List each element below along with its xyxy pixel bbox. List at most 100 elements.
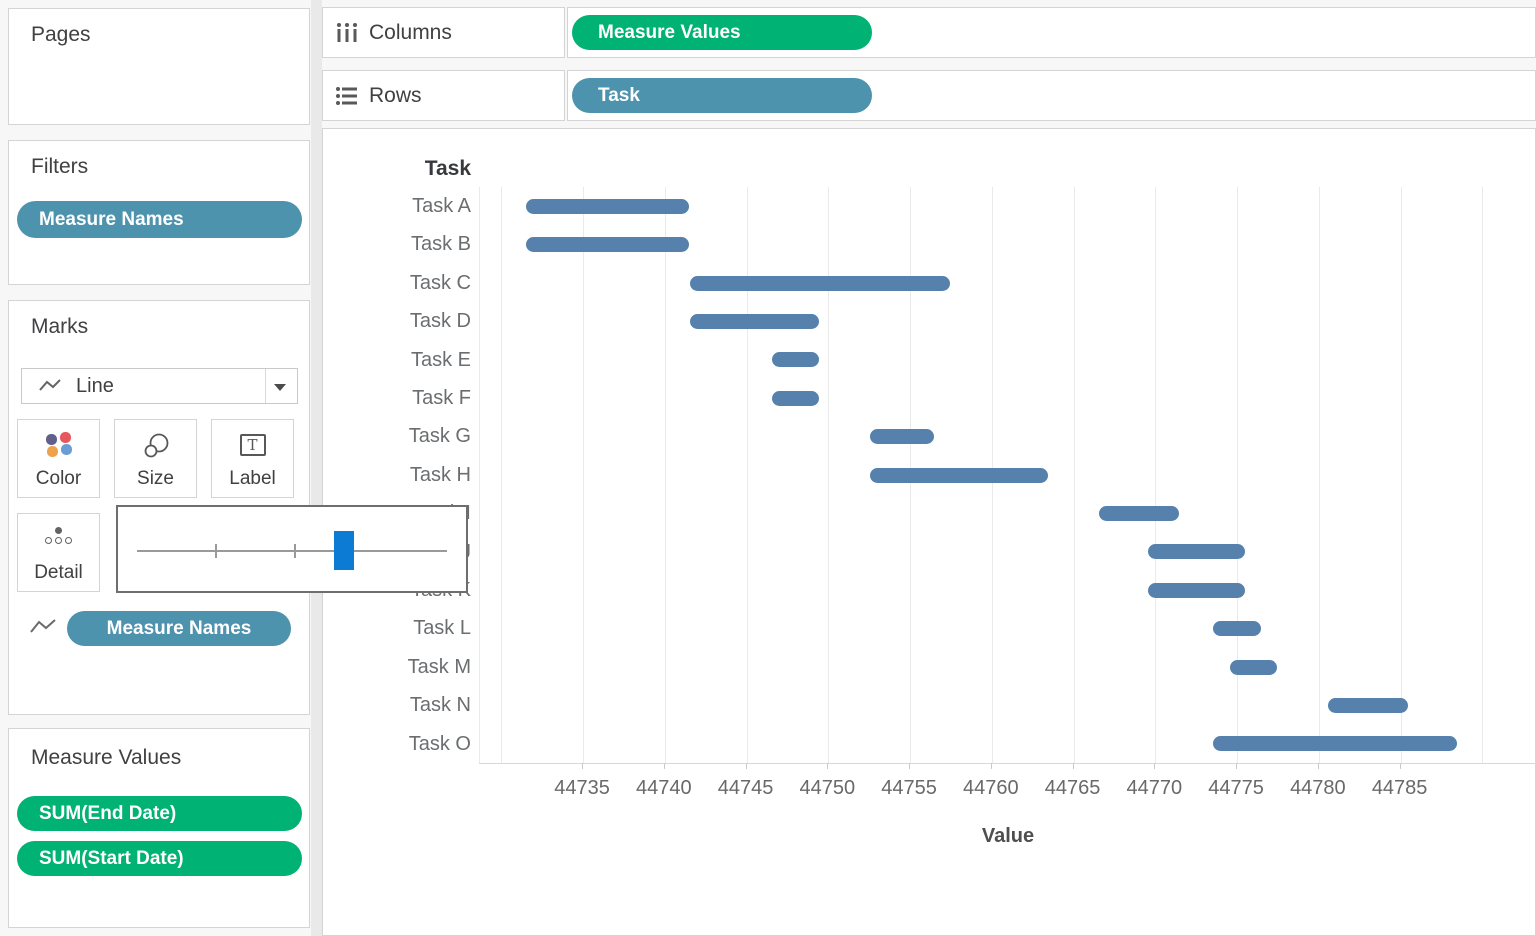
task-label: Task N: [409, 694, 471, 717]
axis-tick-label: 44750: [799, 777, 856, 799]
columns-pill-measure-values[interactable]: Measure Values: [572, 15, 872, 50]
axis-tick: [1236, 763, 1238, 769]
pages-title: Pages: [31, 23, 91, 46]
axis-tick-label: 44770: [1126, 777, 1183, 799]
gridline: [1155, 187, 1157, 763]
pill-sum-end-date[interactable]: SUM(End Date): [17, 796, 302, 831]
x-axis-line: [479, 763, 1536, 764]
gridline: [501, 187, 503, 763]
task-label: Task E: [410, 348, 471, 371]
task-label: Task C: [409, 271, 471, 294]
axis-tick: [1154, 763, 1156, 769]
gantt-bar[interactable]: [1213, 621, 1261, 637]
gantt-bar[interactable]: [526, 198, 689, 214]
gantt-bar[interactable]: [1147, 582, 1245, 598]
gantt-bar[interactable]: [1147, 544, 1245, 560]
size-button[interactable]: Size: [114, 419, 197, 498]
axis-tick-label: 44760: [963, 777, 1019, 799]
task-label: Task O: [408, 732, 471, 755]
gantt-bar[interactable]: [526, 237, 689, 253]
gridline: [828, 187, 830, 763]
task-label: Task A: [412, 195, 471, 217]
gridline: [1318, 187, 1320, 763]
columns-icon: [337, 22, 357, 42]
label-button[interactable]: T Label: [211, 419, 294, 498]
gantt-bar[interactable]: [771, 390, 820, 406]
filter-pill-measure-names[interactable]: Measure Names: [17, 201, 302, 238]
columns-pill-area: Measure Values: [567, 7, 1536, 58]
gantt-bar[interactable]: [1327, 697, 1409, 713]
label-button-label: Label: [229, 468, 276, 489]
mark-type-caret-zone[interactable]: [265, 369, 297, 403]
gridline: [583, 187, 585, 763]
size-slider-popup: [116, 505, 468, 593]
size-button-label: Size: [137, 468, 174, 489]
axis-tick-label: 44735: [554, 777, 610, 799]
axis-tick: [1317, 763, 1319, 769]
rows-pill-area: Task: [567, 70, 1536, 121]
gridline: [664, 187, 666, 763]
axis-tick: [663, 763, 665, 769]
pill-sum-start-date[interactable]: SUM(Start Date): [17, 841, 302, 876]
color-button[interactable]: Color: [17, 419, 100, 498]
x-axis-title: Value: [981, 825, 1035, 847]
gantt-bar[interactable]: [689, 275, 951, 291]
rows-pill-task[interactable]: Task: [572, 78, 872, 113]
size-slider-tick: [293, 544, 296, 558]
filters-title: Filters: [31, 155, 89, 178]
gantt-bar[interactable]: [869, 429, 934, 445]
axis-tick-label: 44780: [1290, 777, 1346, 799]
marks-pill-measure-names[interactable]: Measure Names: [67, 611, 291, 646]
size-slider-tick: [215, 544, 218, 558]
gridline: [1400, 187, 1402, 763]
measure-values-title: Measure Values: [31, 746, 182, 769]
axis-tick-label: 44785: [1371, 777, 1428, 799]
axis-tick-label: 44775: [1208, 777, 1264, 799]
panel-divider: [311, 0, 322, 936]
detail-button-label: Detail: [34, 562, 83, 583]
gridline: [1482, 187, 1484, 763]
size-slider-track[interactable]: [137, 550, 447, 552]
gantt-bar[interactable]: [771, 352, 820, 368]
gantt-bar[interactable]: [1098, 505, 1180, 521]
measure-values-card: Measure Values SUM(End Date) SUM(Start D…: [8, 728, 310, 928]
detail-icon: [45, 527, 72, 544]
gantt-bar[interactable]: [869, 467, 1049, 483]
rows-icon: [336, 86, 357, 105]
size-slider-handle[interactable]: [334, 531, 355, 570]
plot-area: [479, 187, 1536, 763]
axis-tick-label: 44765: [1044, 777, 1101, 799]
size-icon: [144, 433, 168, 458]
axis-tick: [990, 763, 992, 769]
chart-pane: Task Task A Task B Task C Task D Task E Task …: [322, 128, 1536, 936]
axis-tick: [745, 763, 747, 769]
rows-shelf-label: Rows: [369, 83, 422, 107]
gridline: [1237, 187, 1239, 763]
gantt-bar[interactable]: [1229, 659, 1278, 675]
task-label: Task H: [409, 463, 471, 486]
label-icon: T: [239, 434, 266, 456]
marks-title: Marks: [31, 315, 89, 338]
color-button-label: Color: [35, 468, 82, 489]
detail-button[interactable]: Detail: [17, 513, 100, 592]
axis-tick-label: 44745: [717, 777, 774, 799]
gantt-bar[interactable]: [689, 313, 820, 329]
mark-type-dropdown[interactable]: Line: [21, 368, 298, 404]
rows-shelf: Rows: [322, 70, 565, 121]
gridline: [1073, 187, 1075, 763]
task-label: Task F: [412, 387, 471, 409]
line-mark-icon: [30, 619, 56, 633]
axis-tick: [582, 763, 584, 769]
color-icon: [45, 432, 73, 458]
task-label: Task D: [409, 310, 471, 333]
columns-shelf-label: Columns: [369, 20, 452, 44]
row-header: Task: [424, 157, 471, 180]
task-label: Task M: [407, 655, 471, 678]
gantt-bar[interactable]: [1213, 736, 1458, 752]
axis-tick-label: 44755: [881, 777, 937, 799]
axis-tick-label: 44740: [635, 777, 692, 799]
columns-shelf: Columns: [322, 7, 565, 58]
mark-type-selected: Line: [76, 374, 114, 397]
task-label: Task B: [410, 233, 471, 256]
task-label: Task L: [413, 617, 471, 640]
